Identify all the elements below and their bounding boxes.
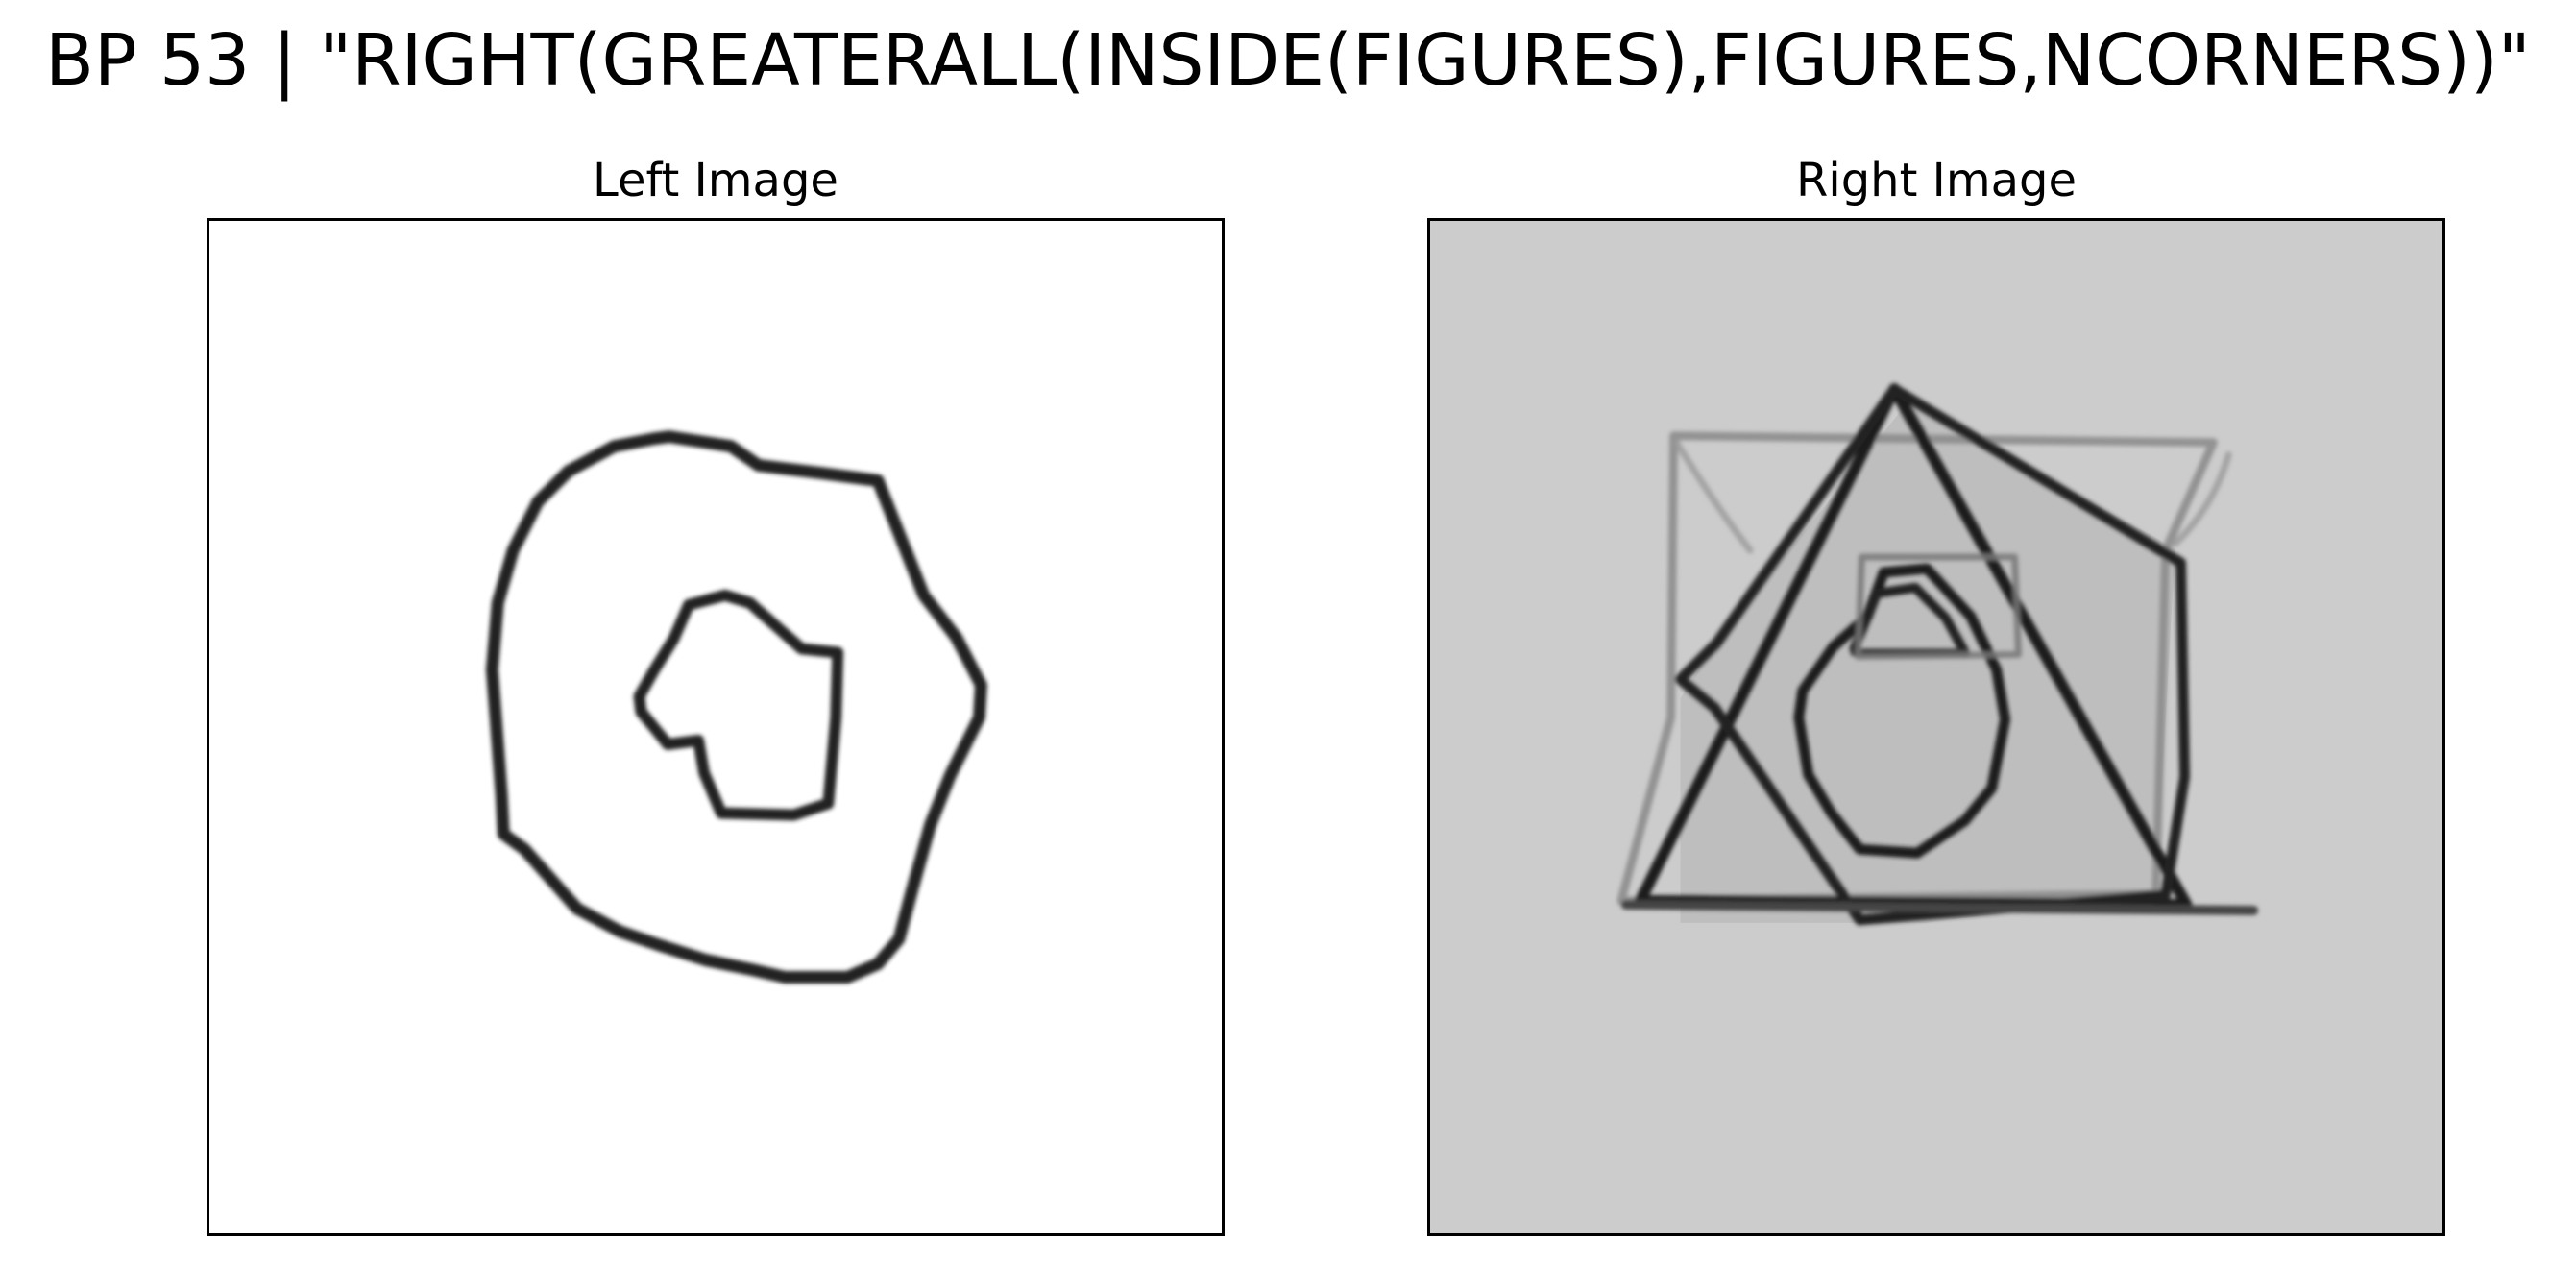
right-tilted-quad (1675, 383, 2190, 926)
right-faint-arc (1673, 439, 1754, 554)
right-image-title: Right Image (1796, 154, 2077, 207)
right-shaded-quad (1680, 401, 2175, 923)
right-inner-figure (1793, 563, 2011, 859)
right-image-frame (1427, 218, 2445, 1236)
left-image-title: Left Image (593, 154, 838, 207)
right-faint-arc-2 (2172, 451, 2232, 547)
right-faint-rect (1854, 553, 2022, 660)
left-inner-figure (633, 589, 844, 821)
right-inner-arch (1849, 582, 1970, 658)
right-base-line (1620, 899, 2259, 915)
left-image-frame (207, 218, 1225, 1236)
left-image-drawing (485, 430, 987, 984)
right-image-drawing (1616, 383, 2259, 926)
figure-title: BP 53 | "RIGHT(GREATERALL(INSIDE(FIGURES… (45, 19, 2531, 102)
left-outer-figure (485, 430, 987, 984)
